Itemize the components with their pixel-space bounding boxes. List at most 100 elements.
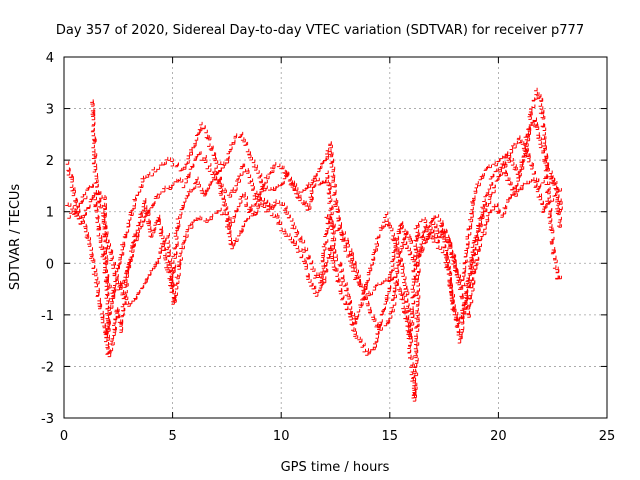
data-point-track-b (507, 181, 512, 185)
data-point-track-a (470, 214, 474, 218)
data-point-track-b (321, 250, 325, 254)
data-point-track-a (335, 206, 340, 210)
data-point-track-a (193, 140, 197, 145)
data-point-track-d (423, 219, 428, 223)
data-point-track-d (112, 326, 116, 330)
data-point-track-c (67, 215, 71, 219)
data-point-track-a (541, 136, 545, 140)
data-point-track-a (416, 323, 420, 328)
data-point-track-a (462, 259, 467, 264)
data-point-track-c (405, 245, 409, 249)
data-point-track-a (251, 159, 256, 164)
data-point-track-a (415, 357, 419, 362)
data-point-track-d (455, 279, 460, 284)
data-point-track-c (157, 255, 161, 259)
data-point-track-b (207, 163, 212, 167)
data-point-track-b (203, 159, 208, 163)
data-point-track-c (166, 240, 170, 244)
data-point-track-a (442, 236, 446, 240)
data-point-track-c (185, 226, 190, 231)
data-point-track-b (222, 187, 226, 192)
data-point-track-d (124, 279, 128, 283)
data-point-track-d (102, 231, 106, 235)
data-point-track-d (92, 169, 97, 173)
data-point-track-b (310, 266, 314, 270)
data-point-track-a (83, 223, 87, 228)
data-point-track-d (502, 210, 507, 215)
data-point-track-d (221, 202, 226, 206)
data-point-track-d (143, 208, 148, 212)
data-point-track-b (342, 231, 346, 235)
data-point-track-d (281, 165, 285, 170)
data-point-track-d (234, 207, 238, 212)
data-point-track-c (173, 299, 177, 303)
data-point-track-c (136, 289, 141, 294)
data-point-track-a (71, 192, 76, 197)
data-point-track-d (124, 290, 128, 294)
data-point-track-c (189, 225, 194, 229)
data-point-track-c (481, 205, 485, 210)
data-point-track-a (413, 370, 417, 375)
data-point-track-a (130, 212, 134, 216)
data-point-track-d (159, 232, 163, 237)
data-point-track-d (91, 155, 96, 159)
data-point-track-a (401, 296, 405, 301)
data-point-track-d (105, 315, 109, 320)
data-point-track-c (334, 268, 339, 272)
data-point-track-d (91, 116, 96, 121)
data-point-track-d (449, 251, 453, 255)
data-point-track-b (320, 269, 324, 273)
data-point-track-a (175, 162, 179, 166)
data-point-track-c (451, 307, 456, 312)
data-point-track-c (516, 135, 521, 139)
data-point-track-d (109, 347, 114, 352)
data-point-track-d (523, 148, 527, 152)
data-point-track-a (333, 201, 337, 206)
data-point-track-a (415, 298, 420, 303)
data-point-track-b (291, 222, 295, 226)
data-point-track-d (104, 255, 108, 259)
data-point-track-a (275, 184, 279, 188)
data-point-track-a (460, 277, 465, 281)
data-point-track-a (349, 263, 353, 267)
data-point-track-c (428, 223, 432, 227)
data-point-track-d (225, 211, 229, 216)
data-point-track-d (423, 223, 427, 228)
data-point-track-d (129, 258, 133, 262)
data-point-track-a (207, 136, 212, 141)
data-point-track-b (540, 201, 544, 205)
data-point-track-d (410, 314, 415, 318)
data-point-track-d (478, 237, 483, 241)
data-point-track-d (353, 321, 358, 325)
data-point-track-c (470, 249, 475, 253)
data-point-track-d (402, 279, 406, 284)
data-point-track-c (555, 187, 559, 191)
data-point-track-c (509, 146, 514, 150)
data-point-track-c (379, 319, 383, 323)
data-point-track-a (89, 255, 93, 259)
data-point-track-d (282, 169, 286, 174)
data-point-track-a (401, 291, 405, 295)
data-point-track-d (411, 282, 416, 286)
data-point-track-c (469, 265, 473, 269)
data-point-track-a (397, 286, 401, 291)
data-point-track-b (184, 179, 188, 184)
data-point-track-b (392, 302, 397, 306)
data-point-track-d (414, 238, 419, 242)
data-point-track-a (212, 152, 217, 156)
data-point-track-d (127, 264, 132, 269)
data-point-track-d (227, 226, 231, 230)
data-point-track-a (233, 133, 238, 137)
data-point-track-a (217, 161, 222, 165)
data-point-track-a (529, 112, 533, 116)
data-point-track-b (100, 246, 105, 250)
data-point-track-b (97, 226, 102, 231)
data-point-track-d (231, 219, 236, 223)
data-point-track-a (225, 160, 230, 164)
data-point-track-b (487, 200, 492, 205)
data-point-track-a (550, 227, 554, 231)
data-point-track-d (121, 312, 125, 316)
data-point-track-d (346, 293, 351, 298)
data-point-track-c (514, 141, 518, 145)
data-point-track-a (96, 292, 100, 296)
